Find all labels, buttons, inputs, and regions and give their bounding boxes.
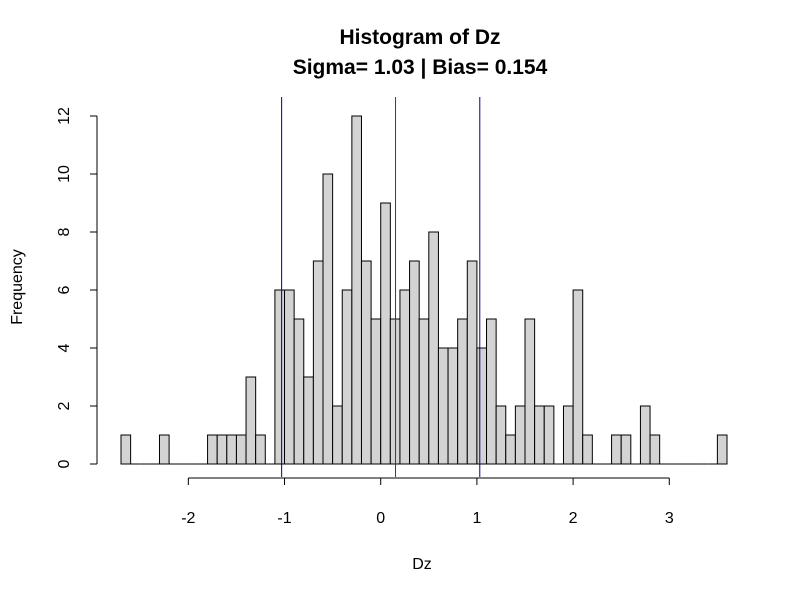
x-tick-label: 3 xyxy=(665,510,674,527)
y-tick-label: 0 xyxy=(56,459,73,468)
histogram-bar xyxy=(120,434,132,465)
x-tick-label: -1 xyxy=(277,510,291,527)
histogram-bar xyxy=(207,434,218,465)
histogram-bar xyxy=(524,318,536,465)
histogram-bar xyxy=(486,318,497,465)
histogram-bar xyxy=(293,318,305,465)
histogram-bar xyxy=(255,434,266,465)
histogram-bar xyxy=(505,434,516,465)
histogram-bar xyxy=(409,260,420,465)
histogram-bar xyxy=(370,318,382,465)
histogram-bar xyxy=(274,289,286,465)
histogram-bar xyxy=(466,260,478,465)
y-tick-label: 4 xyxy=(56,343,73,352)
histogram-bar xyxy=(245,376,257,465)
histogram-bar xyxy=(543,405,555,465)
reference-lines xyxy=(281,97,481,477)
x-tick-label: 0 xyxy=(376,510,385,527)
chart-title: Histogram of Dz xyxy=(339,26,500,49)
histogram-bar xyxy=(437,347,449,465)
histogram-bar xyxy=(341,289,353,465)
histogram-bar xyxy=(562,405,574,465)
histogram-bar xyxy=(418,318,430,465)
histogram-bar xyxy=(611,434,622,465)
histogram-bar xyxy=(572,289,584,465)
histogram-bar xyxy=(158,434,170,465)
histogram-bar xyxy=(312,260,324,465)
bars-group xyxy=(120,115,728,465)
histogram-bar xyxy=(495,405,507,465)
x-tick-label: -2 xyxy=(181,510,195,527)
histogram-bar xyxy=(322,173,334,465)
histogram-bar xyxy=(428,231,439,465)
y-axis-label: Frequency xyxy=(9,249,26,325)
chart-subtitle: Sigma= 1.03 | Bias= 0.154 xyxy=(293,56,548,79)
histogram-bar xyxy=(284,289,295,465)
histogram-bar xyxy=(380,202,391,465)
histogram-bar xyxy=(399,289,411,465)
y-tick-label: 8 xyxy=(56,227,73,236)
histogram-bar xyxy=(582,434,593,465)
x-tick-label: 1 xyxy=(472,510,481,527)
x-axis-label: Dz xyxy=(412,556,432,573)
histogram-bar xyxy=(360,260,372,465)
histogram-bar xyxy=(447,347,459,465)
histogram-bar xyxy=(235,434,247,465)
y-axis: 0 2 4 6 8 10 12 xyxy=(56,107,98,468)
histogram-bar xyxy=(620,434,632,465)
histogram-bar xyxy=(476,347,488,465)
histogram-bar xyxy=(303,376,314,465)
histogram-bar xyxy=(514,405,526,465)
histogram-bar xyxy=(649,434,661,465)
x-tick-label: 2 xyxy=(569,510,578,527)
y-tick-label: 2 xyxy=(56,401,73,410)
y-tick-label: 12 xyxy=(56,107,73,125)
histogram-bar xyxy=(534,405,545,465)
histogram-bar xyxy=(639,405,651,465)
histogram-bar xyxy=(716,434,728,465)
histogram-bar xyxy=(332,405,343,465)
histogram-bar xyxy=(226,434,237,465)
histogram-bar xyxy=(216,434,228,465)
histogram-bar xyxy=(457,318,468,465)
y-tick-label: 6 xyxy=(56,285,73,294)
y-tick-label: 10 xyxy=(56,165,73,183)
x-axis: -2 -1 0 1 2 3 xyxy=(181,477,674,527)
histogram-bar xyxy=(351,115,362,465)
